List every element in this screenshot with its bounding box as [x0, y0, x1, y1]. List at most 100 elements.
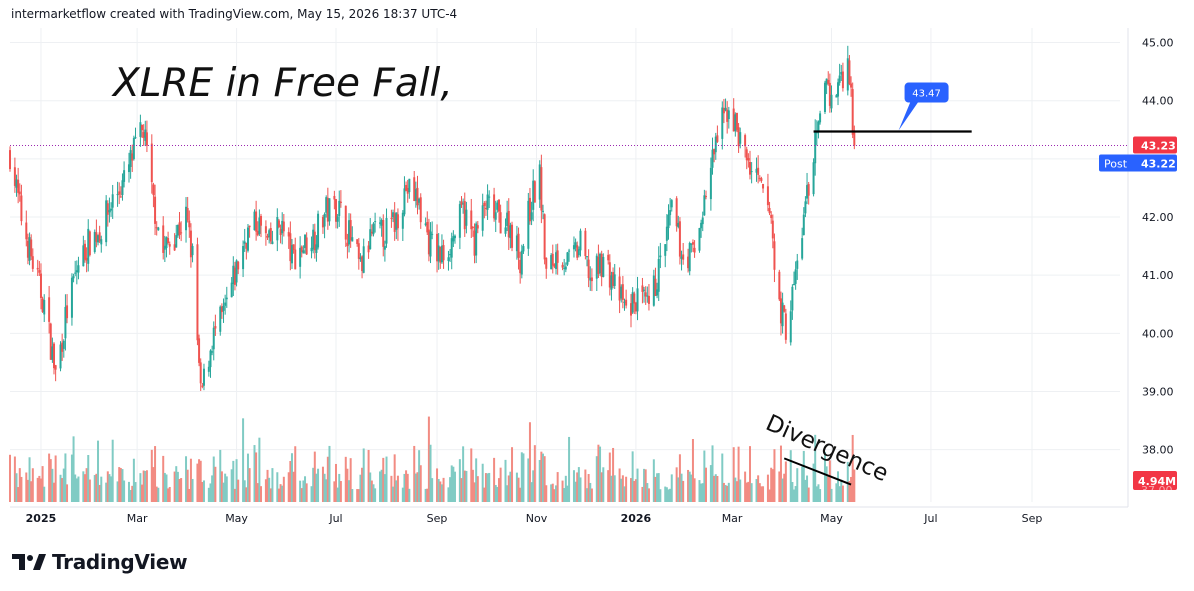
price-callout: 43.47 [898, 82, 949, 131]
candle-body [49, 323, 52, 360]
candle-body [36, 267, 39, 270]
candle-body [15, 179, 18, 188]
volume-bar [393, 454, 396, 502]
candle-body [413, 177, 416, 201]
volume-bar [152, 467, 155, 502]
candle-body [630, 303, 633, 316]
volume-bar [277, 488, 280, 502]
candle-body [396, 214, 399, 229]
candle-body [339, 201, 342, 204]
volume-bar [212, 456, 215, 502]
time-tick-label: Jul [328, 512, 342, 525]
volume-bar [553, 489, 556, 502]
candle-body [198, 338, 201, 363]
candle-body [266, 235, 269, 238]
volume-bar [541, 453, 544, 502]
candle-body [20, 195, 23, 222]
volume-bar [191, 478, 194, 502]
volume-bar [333, 481, 336, 502]
volume-bar [362, 448, 365, 502]
volume-bar [572, 470, 575, 502]
candle-body [220, 306, 223, 313]
candle-body [336, 216, 339, 222]
candle-body [53, 343, 56, 369]
candle-body [408, 178, 411, 193]
candle-body [162, 225, 165, 253]
candle-body [180, 232, 183, 234]
candle-body [850, 83, 853, 88]
post-market-prefix: Post [1104, 158, 1128, 171]
volume-bar [540, 451, 543, 502]
volume-bar [382, 457, 385, 502]
candle-body [564, 266, 567, 270]
candle-body [749, 161, 751, 175]
candle-body [517, 233, 520, 258]
candle-body [199, 362, 202, 384]
volume-bar [392, 486, 395, 502]
candle-body [382, 220, 385, 247]
candle-body [105, 200, 108, 243]
candle-body [393, 213, 396, 232]
volume-bar [396, 475, 399, 502]
candle-body [72, 276, 75, 279]
time-axis[interactable]: 2025 Mar May Jul Sep Nov 2026 Mar May Jul Sep [26, 512, 1043, 525]
candle-body [493, 194, 496, 219]
volume-bar [757, 475, 760, 502]
volume-bar [294, 446, 297, 502]
volume-bar [374, 488, 377, 502]
volume-bar [664, 486, 667, 502]
annotations: XLRE in Free Fall, 43.47 Divergence [111, 61, 972, 487]
candle-body [462, 203, 465, 205]
candle-body [111, 194, 114, 208]
volume-bar [766, 474, 769, 502]
price-tick-label: 45.00 [1142, 37, 1174, 50]
tradingview-footer[interactable]: TradingView [12, 550, 188, 574]
tradingview-brand-text: TradingView [52, 550, 188, 574]
candle-body [773, 241, 776, 270]
candle-body [563, 267, 566, 269]
candle-body [39, 273, 42, 299]
candle-body [139, 122, 142, 137]
volume-bar [747, 481, 750, 502]
volume-bar [634, 479, 637, 502]
candle-body [659, 255, 662, 258]
volume-bar [680, 473, 683, 502]
candle-body [150, 143, 153, 183]
volume-bar [54, 455, 57, 502]
candle-body [152, 184, 155, 196]
candle-body [675, 198, 678, 227]
volume-bar [325, 479, 328, 502]
volume-bar [576, 472, 579, 502]
candle-body [734, 114, 737, 132]
volume-bar [321, 466, 324, 502]
volume-bar [222, 482, 225, 502]
volume-bar [527, 458, 530, 502]
volume-bar [105, 482, 108, 502]
volume-bar [155, 486, 158, 502]
volume-bar [150, 449, 153, 502]
volume-bar [819, 489, 822, 502]
volume-axis-partial-tick: 37.00 [1141, 484, 1173, 497]
volume-bar [701, 483, 704, 502]
volume-bar [465, 470, 468, 502]
candle-body [168, 244, 171, 247]
volume-bar [714, 474, 717, 502]
candle-body [326, 197, 329, 222]
volume-bar [38, 475, 41, 502]
volume-bar [703, 450, 706, 502]
candle-body [690, 243, 693, 245]
candle-body [793, 283, 796, 285]
volume-bar [260, 486, 263, 502]
volume-bar [186, 469, 189, 502]
volume-bar [773, 449, 776, 502]
volume-bar [610, 475, 613, 502]
volume-bar [310, 486, 313, 502]
candle-body [127, 164, 130, 173]
volume-bar [370, 480, 373, 502]
candle-body [75, 270, 78, 273]
candle-body [419, 197, 422, 223]
candle-body [506, 212, 509, 227]
volume-bar [471, 469, 474, 502]
